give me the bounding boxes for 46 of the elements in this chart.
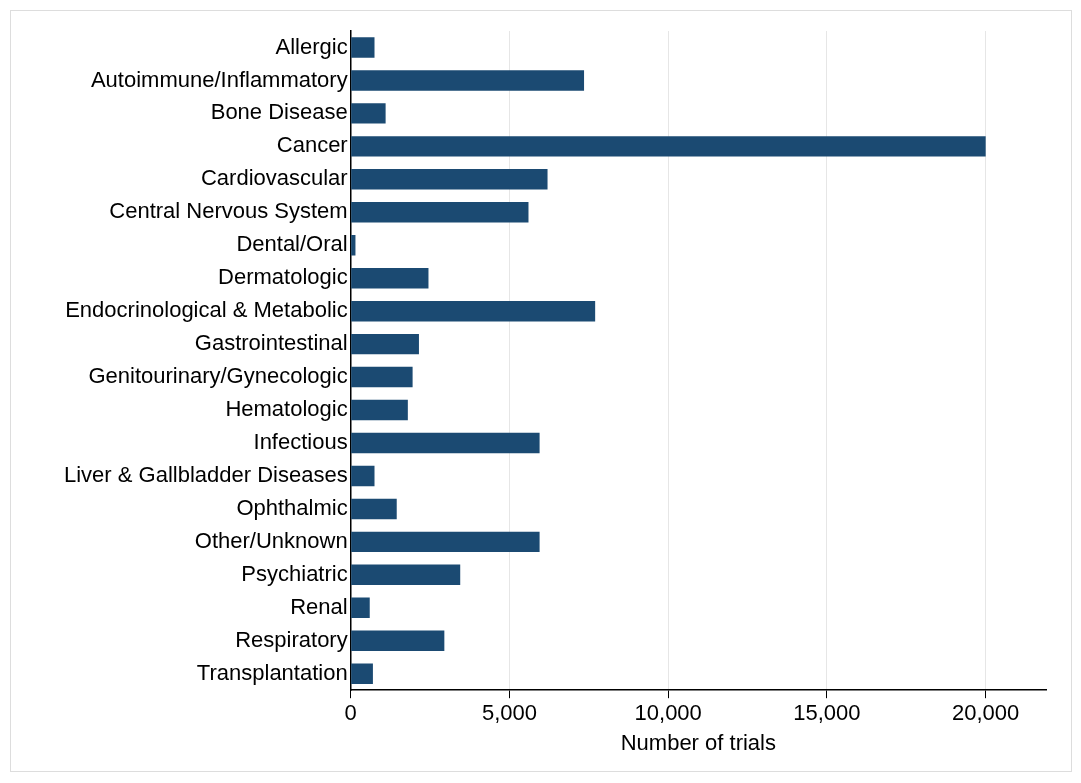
y-tick-label: Respiratory	[235, 626, 348, 652]
y-tick-label: Ophthalmic	[236, 494, 348, 520]
bar	[351, 103, 386, 124]
bar	[351, 432, 540, 454]
y-tick-label: Cancer	[276, 132, 348, 158]
bar	[351, 366, 413, 388]
y-tick-label: Psychiatric	[241, 560, 348, 586]
bar	[351, 202, 529, 223]
bar	[351, 564, 461, 586]
y-tick-label: Genitourinary/Gynecologic	[88, 363, 348, 389]
x-tick-label: 15,000	[793, 700, 861, 726]
x-tick-label: 10,000	[634, 700, 702, 726]
bar	[351, 399, 408, 421]
x-tick-label: 5,000	[481, 700, 537, 726]
bar	[351, 300, 596, 322]
x-tick-label: 0	[344, 700, 357, 726]
y-tick-label: Central Nervous System	[109, 198, 348, 224]
y-tick-label: Cardiovascular	[200, 165, 348, 191]
bar	[351, 169, 548, 190]
bar	[351, 663, 373, 684]
bar	[351, 37, 375, 58]
x-tick-label: 20,000	[952, 700, 1020, 726]
y-tick-label: Bone Disease	[210, 99, 348, 125]
bar	[351, 531, 540, 553]
bar	[351, 136, 986, 157]
y-tick-label: Infectious	[253, 429, 348, 455]
y-tick-label: Dermatologic	[218, 264, 348, 290]
bar	[351, 70, 585, 91]
y-tick-label: Allergic	[275, 33, 348, 59]
x-axis-title: Number of trials	[620, 729, 776, 755]
y-tick-label: Transplantation	[196, 659, 348, 685]
y-tick-label: Endocrinological & Metabolic	[65, 297, 348, 323]
bar	[351, 235, 356, 256]
bar	[351, 333, 419, 355]
y-tick-label: Renal	[290, 593, 348, 619]
y-tick-label: Autoimmune/Inflammatory	[90, 66, 348, 92]
y-tick-label: Hematologic	[225, 396, 348, 422]
bar	[351, 465, 375, 487]
y-tick-label: Gastrointestinal	[194, 330, 348, 356]
bar	[351, 498, 397, 520]
y-tick-label: Dental/Oral	[236, 231, 348, 257]
bar	[351, 630, 445, 651]
y-tick-label: Other/Unknown	[194, 527, 348, 553]
y-tick-label: Liver & Gallbladder Diseases	[63, 462, 348, 488]
bar	[351, 267, 429, 289]
bar	[351, 597, 370, 619]
